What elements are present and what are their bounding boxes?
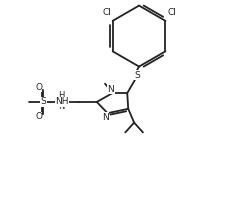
Text: Cl: Cl [167, 8, 176, 16]
Text: S: S [40, 97, 46, 107]
Text: O: O [35, 83, 42, 92]
Text: S: S [134, 71, 140, 80]
Text: O: O [35, 112, 42, 121]
Text: N: N [108, 85, 114, 94]
Text: N: N [102, 113, 109, 122]
Text: Cl: Cl [102, 8, 111, 16]
Text: NH: NH [55, 97, 69, 107]
Text: H
N: H N [58, 91, 65, 111]
